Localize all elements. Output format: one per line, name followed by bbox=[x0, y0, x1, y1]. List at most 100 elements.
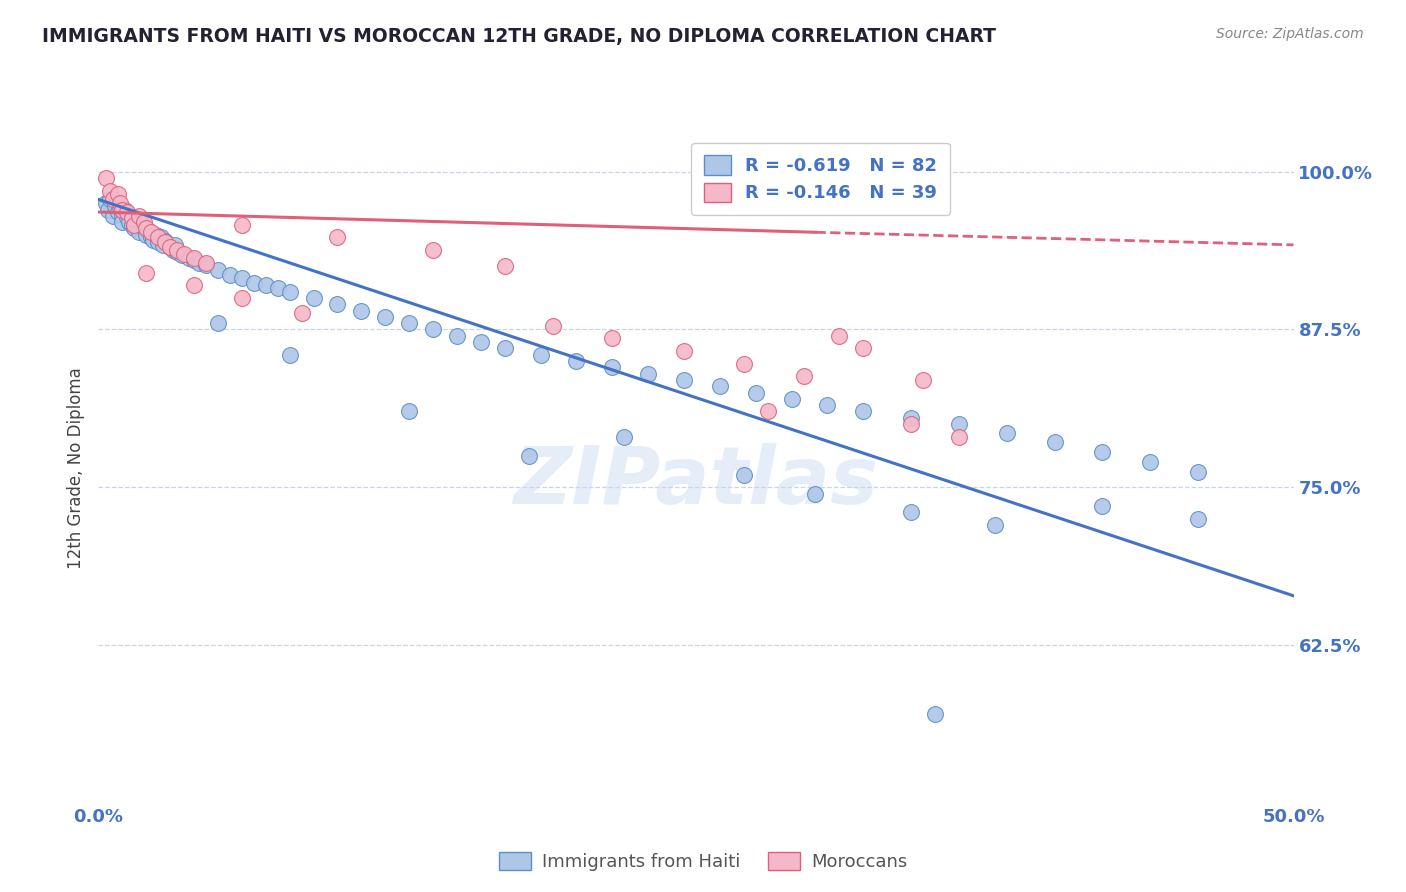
Point bbox=[94, 196, 117, 211]
Point bbox=[118, 215, 141, 229]
Point bbox=[470, 334, 492, 349]
Point bbox=[828, 328, 851, 343]
Point bbox=[541, 318, 564, 333]
Point bbox=[108, 200, 131, 214]
Point bbox=[111, 202, 134, 217]
Point bbox=[149, 230, 172, 244]
Point bbox=[111, 208, 134, 222]
Point bbox=[326, 297, 349, 311]
Point bbox=[135, 227, 157, 242]
Point bbox=[128, 209, 150, 223]
Point bbox=[159, 240, 181, 254]
Point bbox=[709, 379, 731, 393]
Point bbox=[278, 285, 301, 299]
Point bbox=[900, 417, 922, 431]
Point bbox=[804, 486, 827, 500]
Point bbox=[278, 348, 301, 362]
Point bbox=[219, 268, 242, 282]
Point bbox=[422, 322, 444, 336]
Point bbox=[115, 205, 138, 219]
Point bbox=[166, 243, 188, 257]
Point bbox=[948, 430, 970, 444]
Point bbox=[125, 219, 148, 233]
Point bbox=[187, 255, 209, 269]
Point bbox=[148, 235, 170, 250]
Point bbox=[97, 202, 120, 217]
Point bbox=[104, 199, 127, 213]
Point bbox=[1187, 512, 1209, 526]
Point bbox=[132, 221, 155, 235]
Point bbox=[194, 258, 217, 272]
Point bbox=[132, 215, 155, 229]
Point bbox=[111, 215, 134, 229]
Point bbox=[183, 251, 205, 265]
Point bbox=[231, 218, 253, 232]
Point bbox=[267, 281, 290, 295]
Point bbox=[155, 235, 177, 250]
Text: ZIPatlas: ZIPatlas bbox=[513, 442, 879, 521]
Point bbox=[600, 331, 623, 345]
Point bbox=[124, 221, 146, 235]
Point bbox=[135, 221, 157, 235]
Point bbox=[162, 243, 184, 257]
Point bbox=[207, 316, 229, 330]
Point bbox=[101, 193, 124, 207]
Point bbox=[121, 218, 143, 232]
Point bbox=[1091, 445, 1114, 459]
Legend: Immigrants from Haiti, Moroccans: Immigrants from Haiti, Moroccans bbox=[492, 845, 914, 879]
Point bbox=[900, 506, 922, 520]
Point bbox=[852, 404, 875, 418]
Point bbox=[398, 316, 420, 330]
Point bbox=[142, 233, 165, 247]
Point bbox=[911, 373, 934, 387]
Point bbox=[422, 243, 444, 257]
Point bbox=[124, 211, 146, 226]
Point bbox=[565, 354, 588, 368]
Point bbox=[148, 230, 170, 244]
Point bbox=[114, 202, 136, 217]
Text: IMMIGRANTS FROM HAITI VS MOROCCAN 12TH GRADE, NO DIPLOMA CORRELATION CHART: IMMIGRANTS FROM HAITI VS MOROCCAN 12TH G… bbox=[42, 27, 997, 45]
Point bbox=[108, 196, 131, 211]
Point bbox=[194, 255, 217, 269]
Legend: R = -0.619   N = 82, R = -0.146   N = 39: R = -0.619 N = 82, R = -0.146 N = 39 bbox=[692, 143, 950, 215]
Point bbox=[302, 291, 325, 305]
Point bbox=[733, 357, 755, 371]
Point bbox=[183, 278, 205, 293]
Point bbox=[350, 303, 373, 318]
Point bbox=[1139, 455, 1161, 469]
Point bbox=[637, 367, 659, 381]
Point bbox=[163, 238, 186, 252]
Point bbox=[780, 392, 803, 406]
Point bbox=[231, 291, 253, 305]
Point bbox=[166, 245, 188, 260]
Point bbox=[159, 240, 181, 254]
Point bbox=[852, 342, 875, 356]
Y-axis label: 12th Grade, No Diploma: 12th Grade, No Diploma bbox=[66, 368, 84, 569]
Point bbox=[494, 342, 516, 356]
Point bbox=[398, 404, 420, 418]
Point bbox=[101, 209, 124, 223]
Point bbox=[673, 373, 696, 387]
Point bbox=[138, 224, 160, 238]
Point bbox=[374, 310, 396, 324]
Point bbox=[115, 210, 138, 224]
Point bbox=[155, 234, 177, 248]
Point bbox=[107, 187, 129, 202]
Point bbox=[494, 260, 516, 274]
Point bbox=[172, 248, 194, 262]
Point bbox=[183, 253, 205, 268]
Point bbox=[756, 404, 779, 418]
Point bbox=[145, 227, 167, 242]
Point bbox=[135, 266, 157, 280]
Point bbox=[139, 225, 162, 239]
Text: Source: ZipAtlas.com: Source: ZipAtlas.com bbox=[1216, 27, 1364, 41]
Point bbox=[1091, 499, 1114, 513]
Point bbox=[517, 449, 540, 463]
Point bbox=[745, 385, 768, 400]
Point bbox=[207, 263, 229, 277]
Point bbox=[243, 276, 266, 290]
Point bbox=[139, 230, 162, 244]
Point bbox=[924, 707, 946, 722]
Point bbox=[173, 246, 195, 260]
Point bbox=[815, 398, 838, 412]
